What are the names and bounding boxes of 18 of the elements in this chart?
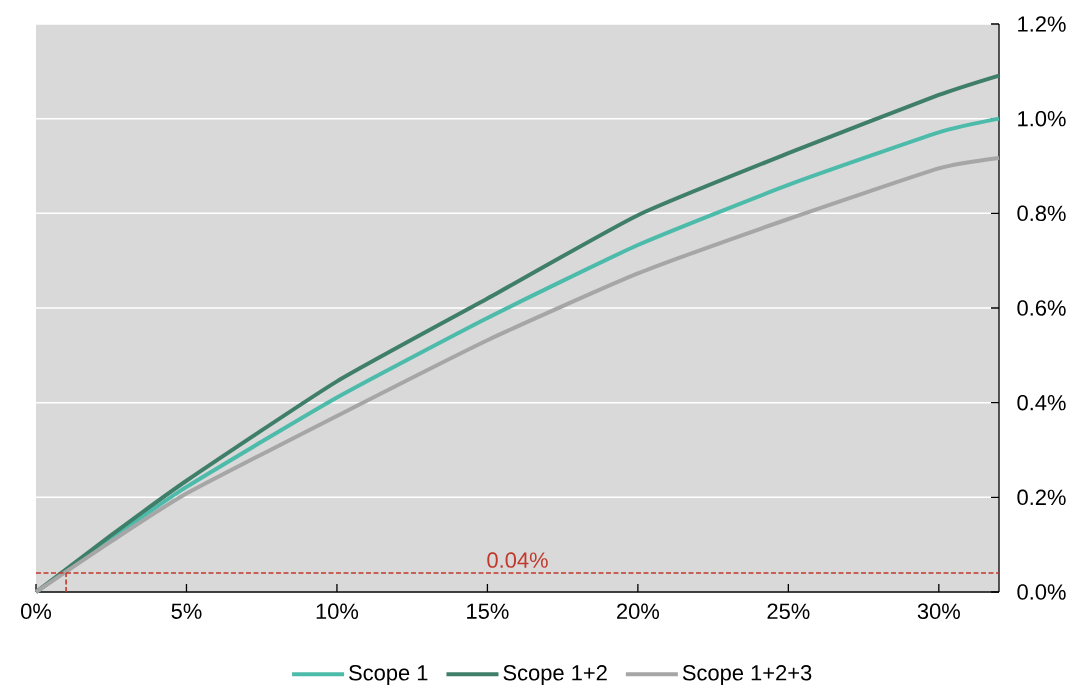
- x-tick-label: 10%: [316, 603, 359, 620]
- y-tick-label: 0.8%: [1017, 205, 1066, 222]
- legend-label: Scope 1: [349, 665, 428, 685]
- legend-label: Scope 1+2+3: [682, 665, 812, 685]
- y-tick-label: 1.2%: [1018, 16, 1066, 32]
- x-tick-label: 15%: [467, 603, 509, 619]
- legend-label: Scope 1+2: [503, 665, 607, 685]
- ref-line-label: 0.04%: [487, 552, 548, 568]
- x-tick-label: 5%: [171, 603, 202, 619]
- y-tick-label: 0.6%: [1017, 300, 1066, 316]
- x-tick-label: 0%: [21, 603, 52, 620]
- x-tick-label: 25%: [767, 603, 810, 620]
- y-tick-label: 0.4%: [1017, 394, 1066, 411]
- y-tick-label: 0.2%: [1017, 489, 1066, 506]
- x-tick-label: 30%: [917, 603, 960, 620]
- y-tick-label: 1.0%: [1018, 110, 1066, 127]
- y-tick-label: 0.0%: [1017, 584, 1066, 600]
- x-tick-label: 20%: [617, 603, 660, 620]
